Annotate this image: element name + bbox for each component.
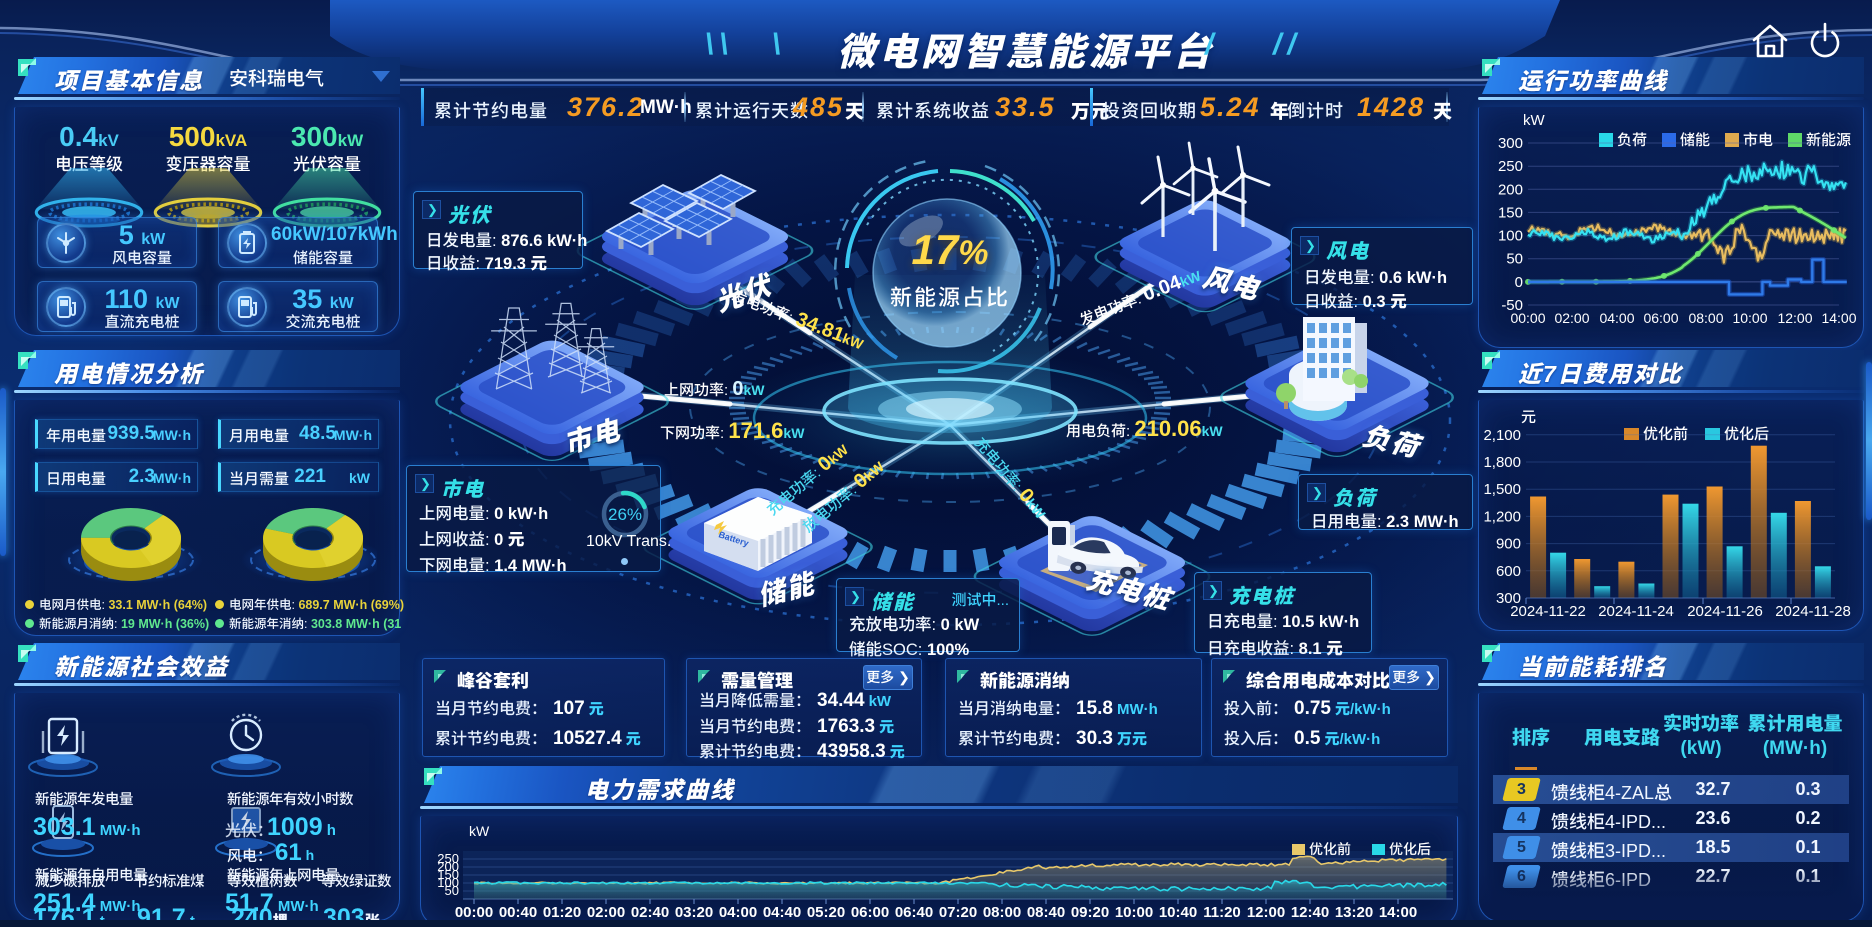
- svg-text:150: 150: [437, 867, 459, 882]
- svg-text:08:00: 08:00: [983, 904, 1021, 921]
- svg-text:200: 200: [1498, 181, 1523, 198]
- svg-text:04:00: 04:00: [1599, 310, 1634, 326]
- svg-text:优化后: 优化后: [1724, 426, 1769, 443]
- svg-text:00:40: 00:40: [499, 904, 537, 921]
- svg-text:300: 300: [1496, 590, 1521, 607]
- svg-text:50: 50: [1506, 250, 1523, 267]
- svg-text:300: 300: [1498, 135, 1523, 152]
- svg-text:08:40: 08:40: [1027, 904, 1065, 921]
- svg-text:kW: kW: [469, 823, 490, 839]
- svg-text:2,100: 2,100: [1483, 426, 1521, 443]
- svg-text:26%: 26%: [608, 505, 642, 524]
- svg-text:250: 250: [437, 851, 459, 866]
- svg-text:10:00: 10:00: [1732, 310, 1767, 326]
- svg-text:12:40: 12:40: [1291, 904, 1329, 921]
- svg-text:06:40: 06:40: [895, 904, 933, 921]
- svg-text:04:40: 04:40: [763, 904, 801, 921]
- svg-text:05:20: 05:20: [807, 904, 845, 921]
- svg-text:12:00: 12:00: [1247, 904, 1285, 921]
- svg-text:02:00: 02:00: [587, 904, 625, 921]
- svg-text:100: 100: [1498, 227, 1523, 244]
- svg-text:11:20: 11:20: [1203, 904, 1241, 921]
- svg-text:600: 600: [1496, 562, 1521, 579]
- svg-text:12:00: 12:00: [1777, 310, 1812, 326]
- svg-text:02:40: 02:40: [631, 904, 669, 921]
- svg-text:新能源: 新能源: [1806, 132, 1851, 149]
- svg-text:1,800: 1,800: [1483, 454, 1521, 471]
- svg-text:00:00: 00:00: [455, 904, 493, 921]
- svg-text:14:00: 14:00: [1821, 310, 1856, 326]
- svg-text:2024-11-22: 2024-11-22: [1510, 603, 1586, 620]
- svg-text:07:20: 07:20: [939, 904, 977, 921]
- svg-text:1,500: 1,500: [1483, 481, 1521, 498]
- svg-text:900: 900: [1496, 535, 1521, 552]
- svg-text:04:00: 04:00: [719, 904, 757, 921]
- svg-text:06:00: 06:00: [1643, 310, 1678, 326]
- svg-text:01:20: 01:20: [543, 904, 581, 921]
- svg-text:优化后: 优化后: [1389, 841, 1431, 857]
- svg-text:200: 200: [437, 859, 459, 874]
- svg-text:08:00: 08:00: [1688, 310, 1723, 326]
- svg-text:负荷: 负荷: [1617, 132, 1647, 149]
- svg-text:优化前: 优化前: [1643, 426, 1688, 443]
- svg-text:09:20: 09:20: [1071, 904, 1109, 921]
- svg-text:06:00: 06:00: [851, 904, 889, 921]
- svg-text:储能: 储能: [1680, 132, 1710, 149]
- svg-text:-50: -50: [1501, 297, 1523, 314]
- svg-text:100: 100: [437, 875, 459, 890]
- svg-text:2024-11-24: 2024-11-24: [1598, 603, 1674, 620]
- svg-text:02:00: 02:00: [1554, 310, 1589, 326]
- svg-text:150: 150: [1498, 204, 1523, 221]
- svg-text:10:00: 10:00: [1115, 904, 1153, 921]
- svg-text:250: 250: [1498, 158, 1523, 175]
- svg-text:50: 50: [445, 883, 459, 898]
- svg-text:市电: 市电: [1743, 132, 1773, 149]
- svg-text:00:00: 00:00: [1510, 310, 1545, 326]
- svg-text:元: 元: [1521, 409, 1536, 426]
- svg-text:1,200: 1,200: [1483, 508, 1521, 525]
- svg-text:13:20: 13:20: [1335, 904, 1373, 921]
- svg-text:优化前: 优化前: [1309, 841, 1351, 857]
- svg-text:2024-11-26: 2024-11-26: [1687, 603, 1763, 620]
- svg-text:03:20: 03:20: [675, 904, 713, 921]
- svg-text:kW: kW: [1523, 112, 1546, 129]
- svg-text:10:40: 10:40: [1159, 904, 1197, 921]
- svg-text:2024-11-28: 2024-11-28: [1775, 603, 1851, 620]
- svg-text:Battery: Battery: [717, 529, 750, 548]
- svg-text:0: 0: [1515, 273, 1523, 290]
- svg-text:14:00: 14:00: [1379, 904, 1417, 921]
